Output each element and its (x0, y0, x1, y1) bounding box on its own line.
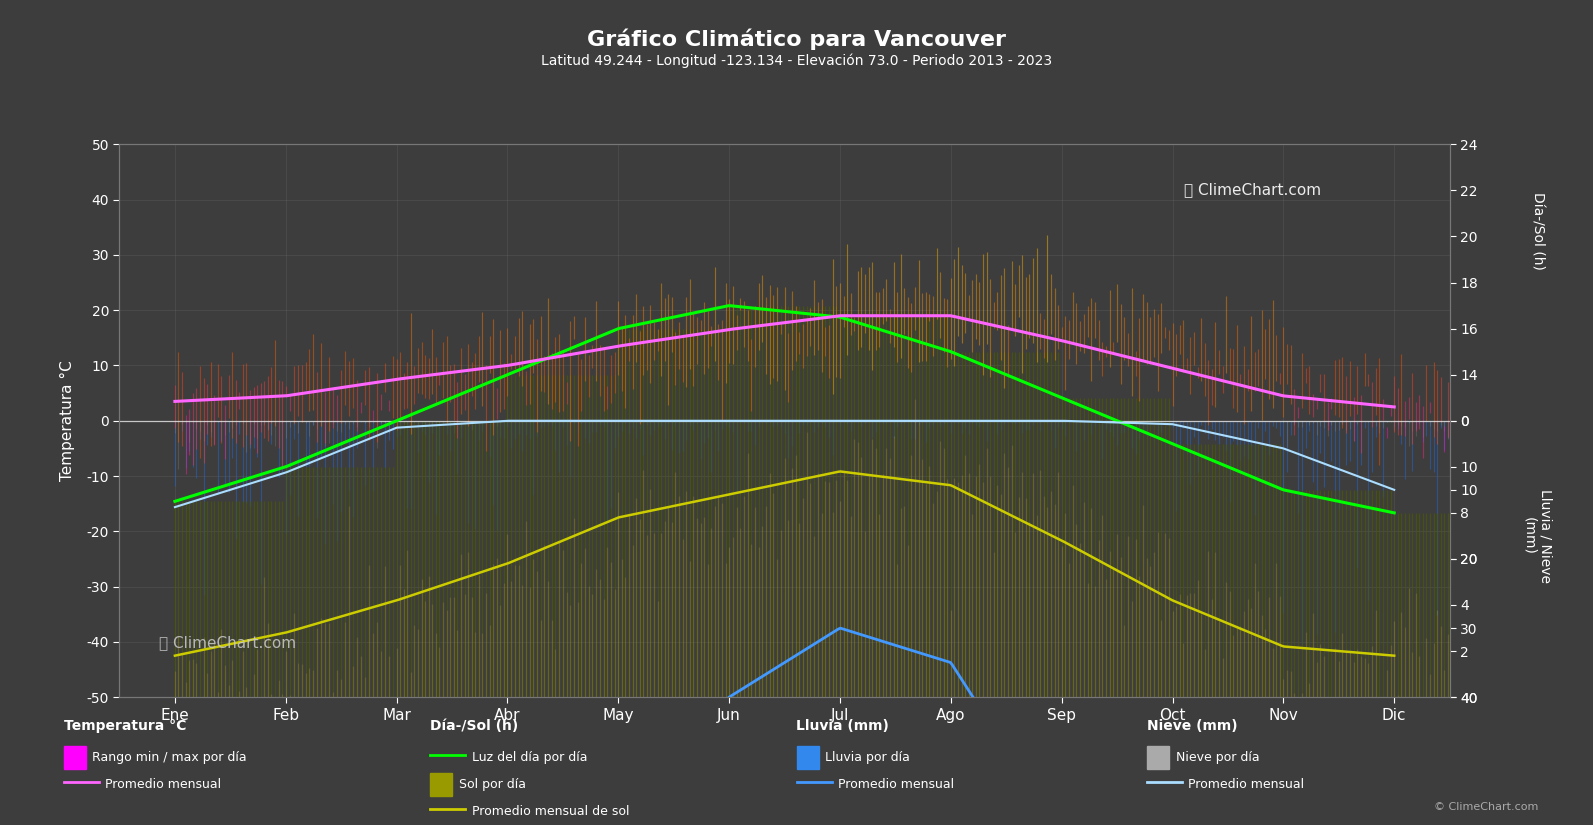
Text: Rango min / max por día: Rango min / max por día (92, 751, 247, 764)
Text: Gráfico Climático para Vancouver: Gráfico Climático para Vancouver (586, 29, 1007, 50)
Text: Promedio mensual: Promedio mensual (105, 778, 221, 791)
Y-axis label: Temperatura °C: Temperatura °C (61, 361, 75, 481)
Text: Nieve por día: Nieve por día (1176, 751, 1258, 764)
Text: Promedio mensual: Promedio mensual (1188, 778, 1305, 791)
Text: © ClimeChart.com: © ClimeChart.com (1434, 802, 1539, 812)
Text: Lluvia (mm): Lluvia (mm) (796, 719, 889, 733)
Text: Sol por día: Sol por día (459, 778, 526, 791)
Text: Lluvia por día: Lluvia por día (825, 751, 910, 764)
Text: ⛺ ClimeChart.com: ⛺ ClimeChart.com (159, 635, 296, 650)
Text: Día-/Sol (h): Día-/Sol (h) (1531, 192, 1544, 270)
Text: Promedio mensual: Promedio mensual (838, 778, 954, 791)
Text: Día-/Sol (h): Día-/Sol (h) (430, 719, 518, 733)
Text: Lluvia / Nieve
(mm): Lluvia / Nieve (mm) (1523, 489, 1552, 583)
Text: Promedio mensual de sol: Promedio mensual de sol (472, 805, 629, 818)
Text: Luz del día por día: Luz del día por día (472, 751, 588, 764)
Text: Temperatura °C: Temperatura °C (64, 719, 186, 733)
Text: Latitud 49.244 - Longitud -123.134 - Elevación 73.0 - Periodo 2013 - 2023: Latitud 49.244 - Longitud -123.134 - Ele… (542, 54, 1051, 68)
Text: Nieve (mm): Nieve (mm) (1147, 719, 1238, 733)
Text: ⛺ ClimeChart.com: ⛺ ClimeChart.com (1184, 182, 1321, 197)
